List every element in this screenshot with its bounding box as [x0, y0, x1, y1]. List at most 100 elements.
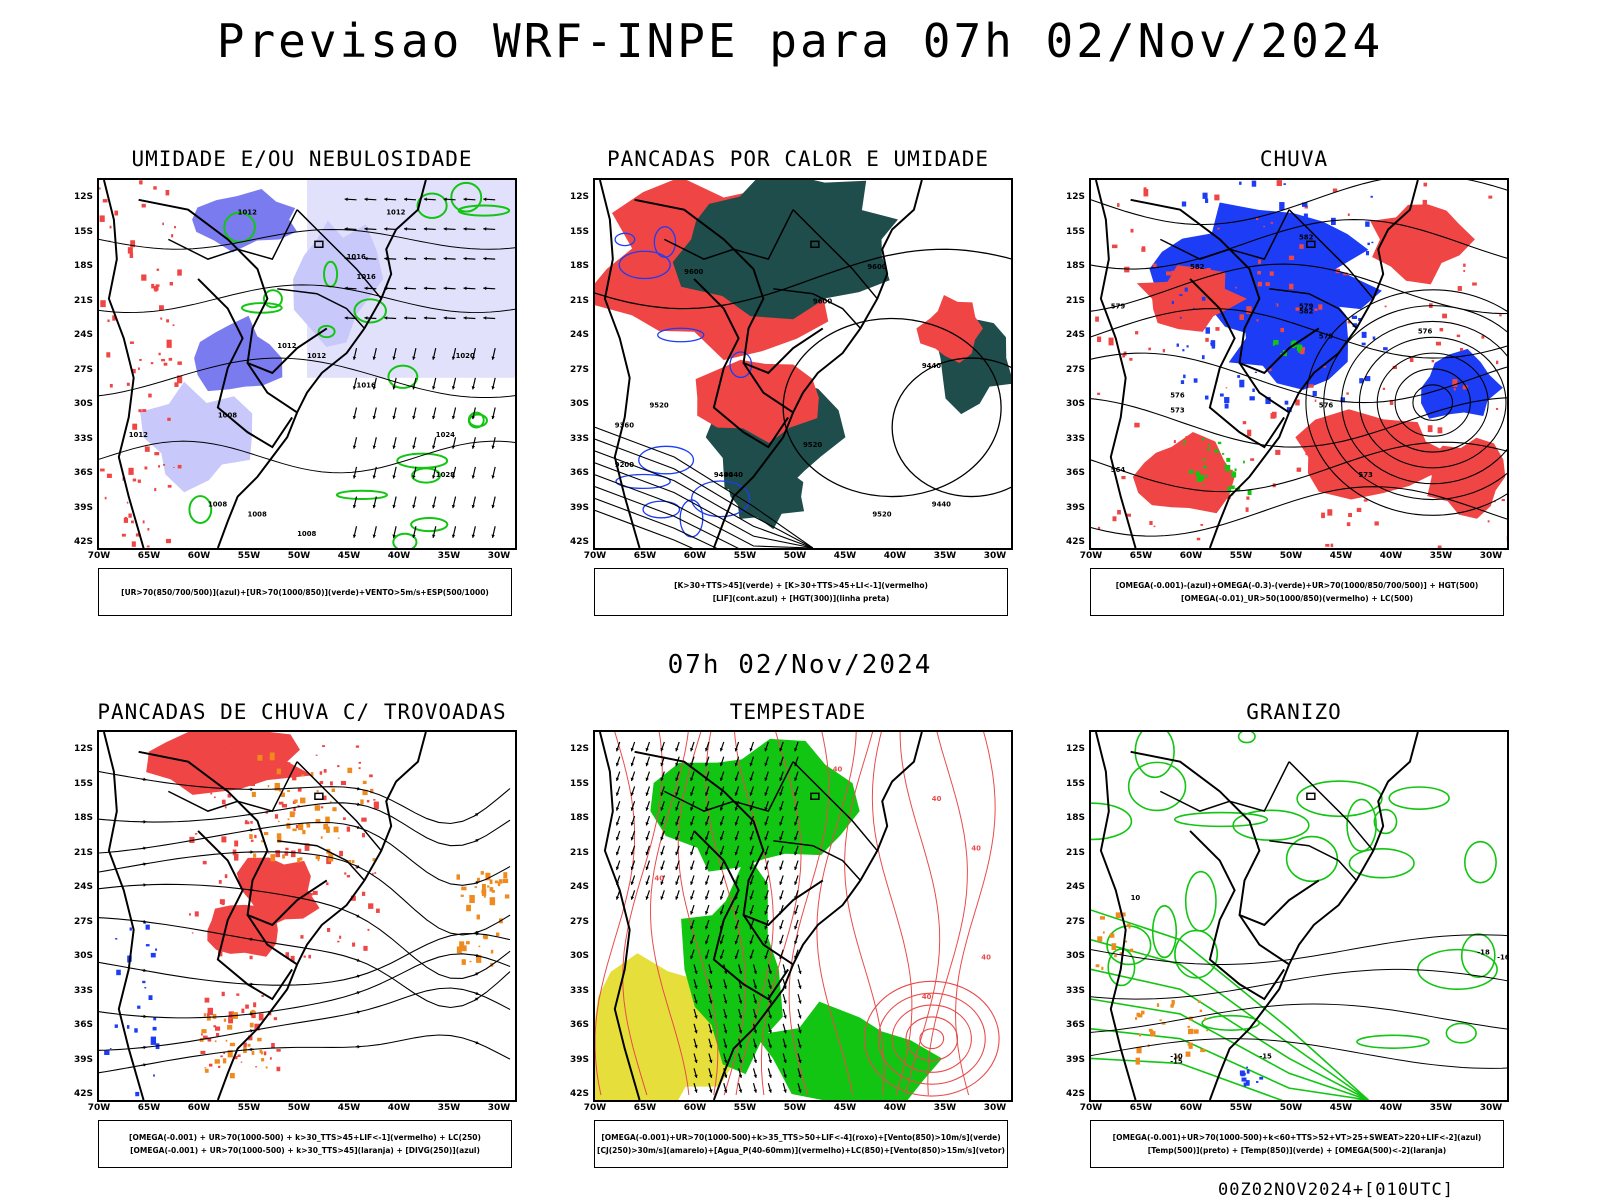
geopotential-value-label: 9520: [872, 510, 891, 518]
wind-850-vector: [660, 830, 665, 841]
height-500-contour: [1091, 441, 1507, 493]
streamline-arrow: [248, 787, 254, 792]
thunderstorm-orange-speck: [461, 959, 466, 965]
wind-850-vector: [738, 1083, 743, 1093]
temp-850-green-contour: [1285, 835, 1339, 883]
wind-850-vector: [615, 801, 621, 811]
wind-vector: [431, 407, 437, 420]
wind-vector: [451, 437, 457, 449]
wind-850-vector: [782, 993, 787, 1004]
thunderstorm-red-speck: [275, 850, 281, 858]
legend-granizo: [OMEGA(-0.001)+UR>70(1000-500)+k<60+TTS>…: [1090, 1120, 1504, 1168]
rain-red-speck: [1346, 522, 1351, 527]
omega-blue-speck: [1210, 259, 1214, 262]
rain-red-speck: [1135, 331, 1139, 335]
rain-red-speck: [1129, 357, 1133, 361]
omega-500-orange-speck: [1119, 952, 1123, 955]
thickness-red-contour-speck: [144, 446, 150, 452]
wind-850-vector: [734, 904, 740, 915]
legend-trovoadas: [OMEGA(-0.001) + UR>70(1000-500) + k>30_…: [98, 1120, 512, 1168]
thunderstorm-red-area: [146, 732, 313, 795]
omega-blue-speck: [1205, 198, 1209, 203]
rain-red-speck: [1257, 271, 1261, 275]
thunderstorm-red-speck: [201, 1033, 203, 1036]
wind-850-vector: [779, 756, 784, 767]
isobar-value-label: 1020: [456, 352, 475, 360]
rain-red-speck: [1314, 308, 1318, 311]
streamline-850: [899, 732, 941, 1096]
thunderstorm-red-speck: [363, 945, 368, 951]
lat-tick-label: 36S: [1065, 468, 1085, 478]
wind-850-vector: [708, 964, 713, 975]
wind-850-vector: [752, 1008, 758, 1019]
thunderstorm-red-speck: [253, 1002, 257, 1008]
thickness-red-contour-speck: [138, 409, 142, 413]
omega-blue-speck: [1284, 400, 1289, 405]
rain-red-speck: [1255, 216, 1259, 221]
wind-850-vector: [704, 845, 710, 856]
omega-blue-speck: [1205, 327, 1210, 334]
streamline-arrow: [355, 802, 361, 807]
omega-blue-speck: [1301, 202, 1308, 207]
geopotential-value-label: 9200: [615, 461, 634, 469]
thunderstorm-red-speck: [292, 890, 297, 895]
wind-vector: [364, 227, 377, 231]
wind-850-vector: [719, 934, 725, 945]
streamline-850: [927, 732, 968, 1096]
thunderstorm-orange-speck: [310, 772, 314, 777]
omega-blue-speck: [1345, 339, 1348, 341]
lon-tick-label: 30W: [487, 551, 511, 561]
thunderstorm-red-speck: [340, 780, 347, 786]
omega-blue-speck: [1210, 340, 1216, 346]
wind-vector: [471, 407, 476, 420]
wind-850-vector: [693, 964, 698, 975]
coastline-east: [712, 732, 923, 1100]
lat-tick-label: 15S: [569, 226, 589, 237]
thunderstorm-red-speck: [322, 745, 325, 748]
height-value-label: 576: [1319, 402, 1334, 410]
streamline-850: [677, 732, 719, 1096]
thickness-red-contour-speck: [151, 283, 155, 289]
height-500-contour: [1091, 397, 1507, 448]
wind-850-vector: [779, 845, 784, 856]
lon-tick-label: 40W: [387, 1103, 411, 1113]
rain-red-area: [1370, 204, 1475, 285]
thunderstorm-orange-speck: [203, 1013, 207, 1017]
thickness-red-contour-speck: [142, 520, 145, 524]
thickness-red-contour-speck: [167, 484, 172, 488]
temp-850-green-contour: [1174, 811, 1269, 828]
omega-strong-green-speck: [1294, 343, 1297, 348]
wind-850-vector: [752, 964, 758, 975]
geopotential-contour: [595, 486, 813, 548]
streamline-arrow: [474, 997, 479, 1001]
wind-850-vector: [690, 890, 695, 900]
thunderstorm-orange-speck: [314, 805, 321, 811]
lon-tick-label: 60W: [1179, 551, 1203, 561]
thunderstorm-red-speck: [208, 1063, 213, 1067]
omega-500-orange-speck: [1126, 923, 1131, 927]
wind-vector: [483, 197, 496, 202]
legend-line: [LIF](cont.azul) + [HGT(300)](linha pret…: [712, 594, 890, 603]
thunderstorm-orange-speck: [299, 857, 303, 861]
thunderstorm-red-area: [207, 904, 278, 957]
thunderstorm-orange-speck: [253, 853, 257, 858]
thunderstorm-red-speck: [221, 991, 225, 997]
rain-red-speck: [1317, 475, 1321, 480]
lat-tick-label: 36S: [569, 468, 589, 478]
thunderstorm-red-speck: [373, 801, 379, 809]
lat-tick-label: 39S: [1065, 502, 1085, 513]
temp-850-green-contour: [1232, 809, 1310, 842]
geopotential-value-label: 9440: [714, 471, 733, 479]
wind-850-vector: [719, 949, 725, 960]
thunderstorm-red-speck: [361, 833, 365, 838]
rain-red-speck: [1382, 387, 1386, 390]
omega-blue-speck: [1192, 307, 1195, 309]
omega-blue-speck: [1340, 397, 1346, 403]
wind-850-vector: [782, 1053, 787, 1064]
thunderstorm-orange-speck: [212, 1013, 217, 1019]
thunderstorm-red-speck: [244, 821, 250, 825]
temp-850-green-contour: [1107, 948, 1136, 987]
thunderstorm-red-speck: [273, 1017, 278, 1021]
thunderstorm-red-speck: [372, 872, 374, 876]
rain-red-speck: [1463, 263, 1466, 267]
